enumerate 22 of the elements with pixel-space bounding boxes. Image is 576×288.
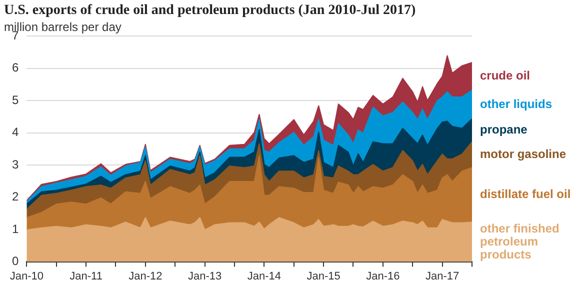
x-tick-label: Jan-16 <box>366 270 400 282</box>
series-label: propane <box>480 122 528 137</box>
y-tick-label: 3 <box>12 157 19 172</box>
x-tick-label: Jan-13 <box>188 270 222 282</box>
y-tick-label: 1 <box>12 222 19 236</box>
series-label: distillate fuel oil <box>480 187 571 202</box>
chart-title: U.S. exports of crude oil and petroleum products (Jan 2010-Jul 2017) <box>4 3 416 19</box>
x-tick-label: Jan-11 <box>70 270 102 282</box>
series-label: motor gasoline <box>480 147 566 162</box>
y-tick-label: 6 <box>12 60 19 75</box>
series-label: crude oil <box>480 68 530 83</box>
y-tick-label: 5 <box>12 92 19 107</box>
x-tick-label: Jan-17 <box>425 270 460 282</box>
x-tick-label: Jan-14 <box>247 270 281 282</box>
series-label: other liquids <box>480 96 552 111</box>
y-tick-label: 4 <box>12 125 19 140</box>
x-tick-label: Jan-12 <box>128 270 162 282</box>
series-label: other finished petroleum products <box>480 221 560 262</box>
x-tick-label: Jan-15 <box>306 270 340 282</box>
y-tick-label: 2 <box>12 190 19 204</box>
x-tick-label: Jan-10 <box>10 270 44 282</box>
y-tick-label: 0 <box>12 254 19 268</box>
